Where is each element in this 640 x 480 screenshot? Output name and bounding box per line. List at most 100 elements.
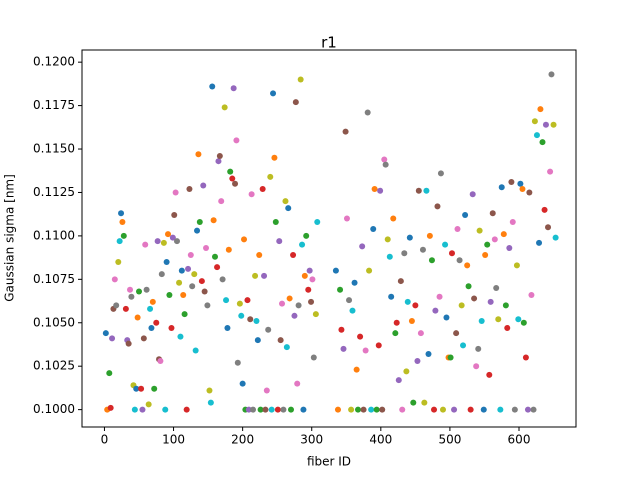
point bbox=[454, 225, 461, 232]
point bbox=[382, 161, 389, 168]
point bbox=[290, 252, 297, 259]
point bbox=[271, 154, 278, 161]
point bbox=[386, 253, 393, 260]
point bbox=[301, 272, 308, 279]
point bbox=[192, 347, 199, 354]
point bbox=[498, 184, 505, 191]
point bbox=[442, 241, 449, 248]
point bbox=[297, 76, 304, 83]
point bbox=[462, 212, 469, 219]
plot-frame bbox=[81, 49, 577, 428]
point bbox=[183, 406, 190, 413]
point bbox=[552, 234, 559, 241]
point bbox=[508, 179, 515, 186]
point bbox=[351, 279, 358, 286]
point bbox=[238, 312, 245, 319]
point bbox=[229, 175, 236, 182]
point bbox=[299, 241, 306, 248]
point bbox=[364, 109, 371, 116]
point bbox=[497, 406, 504, 413]
point bbox=[417, 330, 424, 337]
point bbox=[522, 354, 529, 361]
point bbox=[375, 342, 382, 349]
point bbox=[346, 297, 353, 304]
x-axis-label: fiber ID bbox=[307, 455, 351, 469]
point bbox=[268, 406, 275, 413]
point bbox=[440, 406, 446, 413]
point bbox=[426, 232, 433, 239]
point bbox=[520, 319, 527, 326]
point bbox=[223, 297, 230, 304]
point bbox=[134, 314, 141, 321]
point bbox=[244, 297, 251, 304]
point bbox=[169, 234, 176, 241]
point bbox=[118, 210, 125, 217]
point bbox=[295, 302, 302, 309]
point bbox=[392, 330, 399, 337]
point bbox=[277, 337, 284, 344]
point bbox=[545, 224, 552, 231]
point bbox=[203, 245, 210, 252]
point bbox=[515, 316, 522, 323]
point bbox=[537, 106, 544, 113]
point bbox=[119, 218, 126, 225]
point bbox=[370, 225, 377, 232]
y-tick-label: 0.1200 bbox=[33, 55, 75, 69]
point bbox=[401, 250, 408, 257]
point bbox=[353, 366, 360, 373]
point bbox=[362, 347, 369, 354]
point bbox=[300, 406, 307, 413]
point bbox=[464, 262, 471, 269]
point bbox=[233, 137, 240, 144]
point bbox=[306, 267, 313, 274]
point bbox=[286, 295, 293, 302]
point bbox=[125, 340, 132, 347]
point bbox=[210, 217, 217, 224]
point bbox=[181, 311, 188, 318]
point bbox=[434, 203, 441, 210]
point bbox=[145, 401, 152, 408]
point bbox=[460, 342, 467, 349]
point bbox=[116, 238, 123, 245]
point bbox=[478, 318, 485, 325]
point bbox=[241, 236, 248, 243]
point bbox=[292, 99, 299, 106]
point bbox=[502, 302, 509, 309]
y-tick-label: 0.1075 bbox=[33, 272, 75, 286]
point bbox=[432, 307, 439, 314]
point bbox=[484, 241, 491, 248]
x-tick-label: 200 bbox=[231, 433, 254, 447]
point bbox=[178, 267, 185, 274]
point bbox=[160, 239, 167, 246]
point bbox=[253, 318, 260, 325]
point bbox=[248, 191, 255, 198]
point bbox=[139, 406, 146, 413]
point bbox=[219, 276, 226, 283]
point bbox=[276, 238, 283, 245]
point bbox=[257, 406, 264, 413]
y-tick-label: 0.1125 bbox=[33, 185, 75, 199]
point bbox=[473, 363, 480, 370]
point bbox=[390, 215, 397, 222]
point bbox=[403, 368, 410, 375]
point bbox=[270, 90, 277, 97]
point bbox=[338, 326, 345, 333]
point bbox=[107, 404, 114, 411]
point bbox=[138, 385, 145, 392]
point bbox=[133, 385, 140, 392]
point bbox=[310, 354, 317, 361]
y-tick-label: 0.1050 bbox=[33, 315, 75, 329]
point bbox=[214, 264, 221, 271]
point bbox=[415, 187, 422, 194]
point bbox=[140, 335, 147, 342]
point bbox=[531, 118, 538, 125]
point bbox=[109, 335, 116, 342]
point bbox=[513, 262, 520, 269]
point bbox=[458, 302, 465, 309]
x-tick-label: 100 bbox=[162, 433, 185, 447]
point bbox=[168, 324, 175, 331]
point bbox=[469, 191, 476, 198]
y-tick-label: 0.1100 bbox=[33, 228, 75, 242]
point bbox=[491, 236, 498, 243]
point bbox=[526, 189, 533, 196]
